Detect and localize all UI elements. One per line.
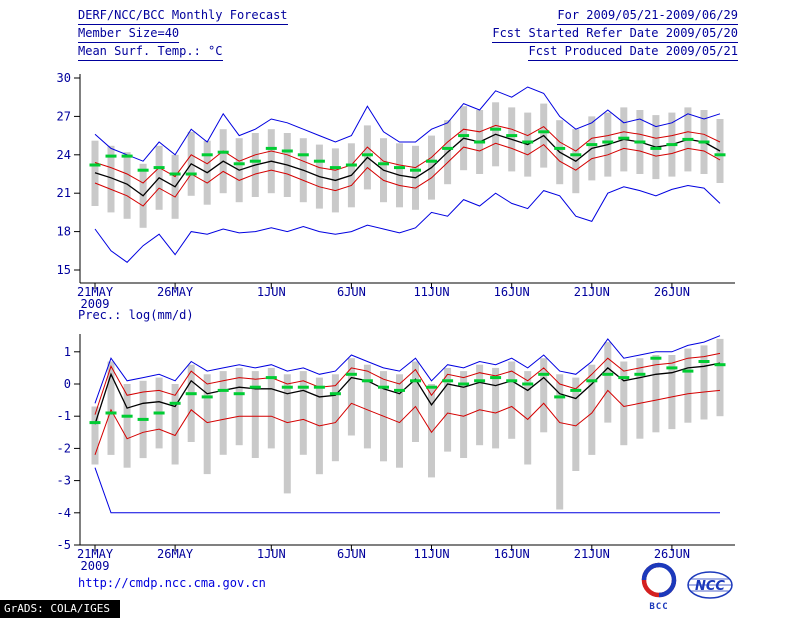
svg-text:21: 21 bbox=[57, 186, 71, 200]
svg-text:26JUN: 26JUN bbox=[654, 285, 690, 299]
svg-text:0: 0 bbox=[64, 377, 71, 391]
bcc-logo: BCC bbox=[636, 562, 682, 612]
svg-text:6JUN: 6JUN bbox=[337, 285, 366, 299]
svg-text:11JUN: 11JUN bbox=[413, 285, 449, 299]
prec-series-ensemble-max bbox=[94, 335, 721, 404]
svg-text:21JUN: 21JUN bbox=[574, 547, 610, 561]
svg-text:-4: -4 bbox=[57, 506, 71, 520]
temp-series-ensemble-max bbox=[94, 86, 721, 162]
svg-text:1JUN: 1JUN bbox=[257, 547, 286, 561]
svg-text:2009: 2009 bbox=[81, 559, 110, 573]
svg-text:-3: -3 bbox=[57, 474, 71, 488]
temp-axes: 15 18 21 24 27 30 21MAY 26MAY 1JUN 6JUN 11JUN 16JUN… bbox=[57, 71, 735, 311]
prec-axes: -5 -4 -3 -2 -1 0 1 21MAY 26MAY 1JUN 6JUN 11JUN 16JUN… bbox=[57, 334, 735, 573]
svg-text:1: 1 bbox=[64, 345, 71, 359]
prec-series-climate-obs bbox=[89, 356, 726, 425]
prec-series-lower-quartile bbox=[94, 389, 721, 455]
page-title: DERF/NCC/BCC Monthly Forecast bbox=[78, 8, 288, 25]
svg-text:21JUN: 21JUN bbox=[574, 285, 610, 299]
fcst-started-date: Fcst Started Refer Date 2009/05/20 bbox=[492, 26, 738, 43]
svg-text:-2: -2 bbox=[57, 441, 71, 455]
header-row-1: DERF/NCC/BCC Monthly Forecast For 2009/0… bbox=[78, 8, 738, 25]
header-row-3: Mean Surf. Temp.: °C Fcst Produced Date … bbox=[78, 44, 738, 61]
bcc-logo-mark bbox=[641, 562, 677, 598]
prec-series-ensemble-mean bbox=[94, 362, 721, 425]
temp-series-ensemble-min bbox=[94, 184, 721, 263]
svg-text:-5: -5 bbox=[57, 538, 71, 552]
svg-text:2009: 2009 bbox=[81, 297, 110, 311]
temp-chart: 15 18 21 24 27 30 21MAY 26MAY 1JUN 6JUN 11JUN 16JUN… bbox=[57, 71, 735, 311]
svg-text:1JUN: 1JUN bbox=[257, 285, 286, 299]
svg-text:30: 30 bbox=[57, 71, 71, 85]
prec-series-ensemble-min bbox=[94, 467, 720, 514]
temp-series-upper-quartile bbox=[94, 124, 721, 184]
bcc-logo-label: BCC bbox=[649, 602, 669, 612]
temp-chart-title: Mean Surf. Temp.: °C bbox=[78, 44, 223, 61]
svg-text:24: 24 bbox=[57, 148, 71, 162]
svg-text:11JUN: 11JUN bbox=[413, 547, 449, 561]
member-size: Member Size=40 bbox=[78, 26, 180, 43]
temp-ensemble-range-bars bbox=[91, 102, 724, 228]
ncc-logo-mark: NCC bbox=[687, 571, 733, 599]
temp-series-climate-obs bbox=[89, 127, 726, 176]
fcst-produced-date: Fcst Produced Date 2009/05/21 bbox=[528, 44, 738, 61]
forecast-range: For 2009/05/21-2009/06/29 bbox=[557, 8, 738, 25]
svg-text:16JUN: 16JUN bbox=[494, 285, 530, 299]
header-row-2: Member Size=40 Fcst Started Refer Date 2… bbox=[78, 26, 738, 43]
svg-text:21MAY: 21MAY bbox=[77, 285, 114, 299]
svg-text:6JUN: 6JUN bbox=[337, 547, 366, 561]
svg-text:15: 15 bbox=[57, 263, 71, 277]
site-url-link[interactable]: http://cmdp.ncc.cma.gov.cn bbox=[78, 576, 266, 590]
ncc-logo: NCC bbox=[684, 570, 736, 606]
svg-text:27: 27 bbox=[57, 109, 71, 123]
temp-series-ensemble-mean bbox=[94, 133, 721, 197]
grads-credit: GrADS: COLA/IGES bbox=[0, 600, 120, 618]
svg-text:18: 18 bbox=[57, 225, 71, 239]
prec-chart-title: Prec.: log(mm/d) bbox=[78, 308, 194, 322]
svg-text:26MAY: 26MAY bbox=[157, 285, 194, 299]
svg-text:16JUN: 16JUN bbox=[494, 547, 530, 561]
prec-chart: -5 -4 -3 -2 -1 0 1 21MAY 26MAY 1JUN 6JUN 11JUN 16JUN… bbox=[57, 334, 735, 573]
svg-text:26MAY: 26MAY bbox=[157, 547, 194, 561]
svg-text:-1: -1 bbox=[57, 409, 71, 423]
ncc-logo-label: NCC bbox=[695, 579, 725, 594]
svg-text:26JUN: 26JUN bbox=[654, 547, 690, 561]
prec-series-upper-quartile bbox=[94, 352, 721, 415]
temp-series-lower-quartile bbox=[94, 142, 721, 207]
svg-text:21MAY: 21MAY bbox=[77, 547, 114, 561]
